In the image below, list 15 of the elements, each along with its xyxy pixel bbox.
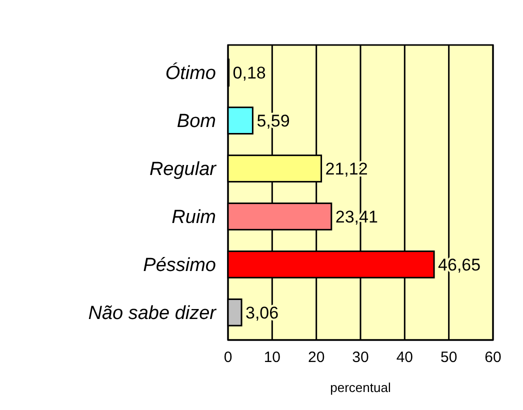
y-tick-label: Regular bbox=[149, 159, 217, 180]
x-tick-label: 10 bbox=[264, 349, 281, 366]
y-tick-label: Não sabe dizer bbox=[88, 303, 217, 324]
x-axis-title: percentual bbox=[330, 380, 391, 395]
y-tick-label: Ruim bbox=[172, 207, 216, 228]
y-tick-label: Bom bbox=[176, 111, 216, 132]
x-tick-label: 30 bbox=[352, 349, 369, 366]
x-tick-label: 40 bbox=[396, 349, 414, 366]
x-tick-label: 0 bbox=[224, 349, 232, 366]
x-tick-label: 50 bbox=[440, 349, 458, 366]
x-tick-label: 60 bbox=[484, 349, 502, 366]
y-tick-label: Ótimo bbox=[165, 62, 216, 84]
x-tick-label: 20 bbox=[308, 349, 325, 366]
data-label: 0,18 bbox=[232, 64, 266, 83]
y-tick-label: Péssimo bbox=[143, 255, 216, 276]
